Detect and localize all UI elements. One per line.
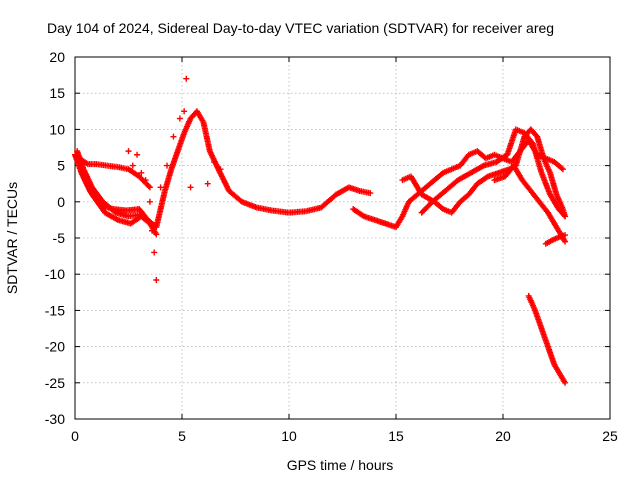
y-tick-label: 10 bbox=[49, 121, 65, 137]
y-tick-label: 5 bbox=[57, 158, 65, 174]
data-point-track-c bbox=[145, 183, 152, 190]
data-point-track-d bbox=[153, 231, 160, 238]
data-point-spikes bbox=[217, 166, 224, 173]
y-tick-label: -20 bbox=[45, 339, 65, 355]
data-point-spikes bbox=[138, 169, 145, 176]
data-point-track-c bbox=[146, 184, 153, 191]
data-point-track-i bbox=[562, 379, 569, 386]
data-point-spikes bbox=[146, 198, 153, 205]
data-point-track-e bbox=[558, 165, 565, 172]
y-tick-label: -5 bbox=[53, 230, 66, 246]
data-point-spikes bbox=[153, 276, 160, 283]
x-tick-label: 10 bbox=[281, 428, 297, 444]
data-point-track-e bbox=[559, 166, 566, 173]
y-axis-label: SDTVAR / TECUs bbox=[4, 182, 20, 294]
data-point-spikes bbox=[181, 108, 188, 115]
x-tick-label: 25 bbox=[602, 428, 618, 444]
data-point-spikes bbox=[170, 133, 177, 140]
y-tick-label: 0 bbox=[57, 194, 65, 210]
data-point-spikes bbox=[157, 184, 164, 191]
data-point-track-g bbox=[562, 213, 569, 220]
data-point-spikes bbox=[151, 249, 158, 256]
data-point-spikes bbox=[142, 177, 149, 184]
data-point-spikes bbox=[125, 148, 132, 155]
data-point-spikes bbox=[187, 184, 194, 191]
data-point-spikes bbox=[134, 151, 141, 158]
data-point-spikes bbox=[129, 162, 136, 169]
x-tick-label: 5 bbox=[178, 428, 186, 444]
x-tick-label: 20 bbox=[495, 428, 511, 444]
chart-title: Day 104 of 2024, Sidereal Day-to-day VTE… bbox=[47, 20, 554, 36]
data-point-spikes bbox=[211, 158, 218, 165]
y-tick-label: -30 bbox=[45, 411, 65, 427]
data-point-spikes bbox=[183, 75, 190, 82]
y-tick-label: 20 bbox=[49, 49, 65, 65]
x-tick-label: 15 bbox=[388, 428, 404, 444]
y-tick-label: 15 bbox=[49, 85, 65, 101]
x-tick-label: 0 bbox=[71, 428, 79, 444]
x-axis-label: GPS time / hours bbox=[287, 457, 394, 473]
data-point-spikes bbox=[149, 227, 156, 234]
data-point-spikes bbox=[204, 180, 211, 187]
data-marks bbox=[72, 75, 569, 386]
y-tick-label: -10 bbox=[45, 266, 65, 282]
data-point-track-j bbox=[562, 232, 569, 239]
data-point-track-h bbox=[562, 238, 569, 245]
data-point-spikes bbox=[164, 162, 171, 169]
grid-lines bbox=[75, 57, 610, 419]
y-tick-label: -15 bbox=[45, 302, 65, 318]
data-point-track-a bbox=[367, 190, 374, 197]
axis-ticks bbox=[74, 56, 611, 420]
data-point-track-g bbox=[560, 212, 567, 219]
data-point-spikes bbox=[176, 115, 183, 122]
y-tick-label: -25 bbox=[45, 375, 65, 391]
